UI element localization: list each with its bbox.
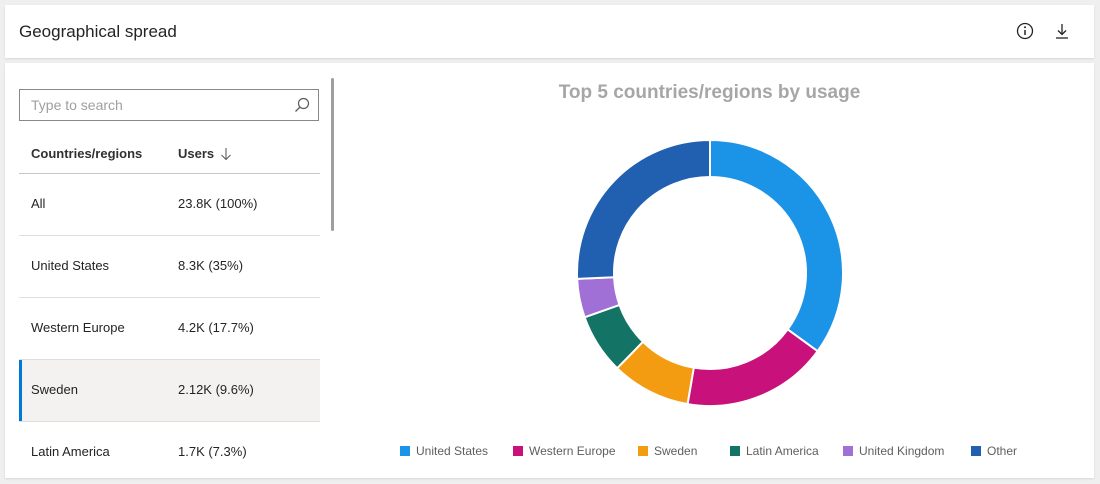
legend-swatch [730,446,740,456]
chart-legend: United States Western Europe Sweden Latin A… [400,444,1080,462]
card-header: Geographical spread [5,5,1094,58]
table-row[interactable]: All 23.8K (100%) [19,174,320,236]
chart-area: Top 5 countries/regions by usage United … [335,63,1094,478]
table-body: All 23.8K (100%) United States 8.3K (35%… [19,174,320,478]
legend-label: Latin America [746,444,819,458]
column-header-countries[interactable]: Countries/regions [31,146,143,161]
users-cell: 4.2K (17.7%) [178,320,254,335]
info-button[interactable] [1013,19,1037,43]
download-icon [1056,24,1068,39]
arrow-down-icon [221,147,232,160]
legend-item[interactable]: Latin America [730,444,819,458]
table-scrollbar[interactable] [331,78,334,231]
donut-chart [576,138,844,407]
country-cell: All [31,196,46,211]
search-input[interactable] [20,90,282,120]
legend-swatch [400,446,410,456]
table-row-selected[interactable]: Sweden 2.12K (9.6%) [19,360,320,422]
legend-item[interactable]: United States [400,444,488,458]
table-row[interactable]: United States 8.3K (35%) [19,236,320,298]
legend-item[interactable]: Other [971,444,1017,458]
table-row[interactable]: Latin America 1.7K (7.3%) [19,422,320,478]
legend-label: Sweden [654,444,698,458]
legend-label: Western Europe [529,444,616,458]
legend-swatch [513,446,523,456]
card-content: Countries/regions Users All 23.8K (100%)… [5,63,1094,478]
users-cell: 23.8K (100%) [178,196,258,211]
table-header: Countries/regions Users [19,135,320,174]
legend-item[interactable]: United Kingdom [843,444,944,458]
users-cell: 2.12K (9.6%) [178,382,254,397]
users-cell: 1.7K (7.3%) [178,444,247,459]
donut-slice-western-europe[interactable] [686,328,819,407]
donut-slice-united-states[interactable] [709,138,844,353]
info-icon [1016,22,1034,40]
legend-label: United States [416,444,489,458]
search-icon[interactable] [294,97,310,113]
legend-label: Other [987,444,1018,458]
legend-item[interactable]: Western Europe [513,444,616,458]
column-header-users-label: Users [178,146,215,161]
countries-table-pane: Countries/regions Users All 23.8K (100%)… [5,63,335,478]
legend-swatch [843,446,853,456]
users-cell: 8.3K (35%) [178,258,244,273]
country-cell: United States [31,258,110,273]
download-button[interactable] [1050,19,1074,43]
legend-swatch [638,446,648,456]
legend-swatch [971,446,981,456]
search-box [19,89,319,121]
card-title: Geographical spread [19,22,177,41]
column-header-users[interactable]: Users [178,146,232,161]
legend-item[interactable]: Sweden [638,444,697,458]
legend-label: United Kingdom [859,444,945,458]
country-cell: Latin America [31,444,110,459]
country-cell: Sweden [31,382,78,397]
chart-title: Top 5 countries/regions by usage [558,82,861,103]
donut-slice-other[interactable] [576,138,711,280]
country-cell: Western Europe [31,320,125,335]
table-row[interactable]: Western Europe 4.2K (17.7%) [19,298,320,360]
